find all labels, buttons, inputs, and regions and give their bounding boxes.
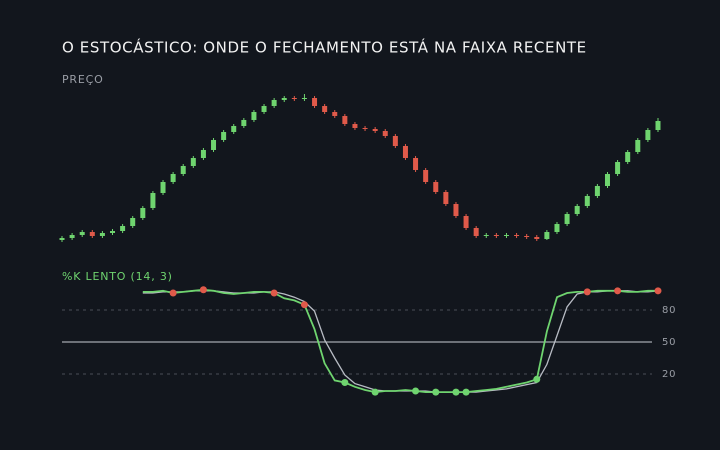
candle-body [372, 129, 378, 131]
candle-body [635, 140, 641, 152]
candle-body [99, 233, 105, 236]
candle-body [221, 132, 227, 140]
series-line [142, 288, 658, 394]
candle-body [604, 174, 610, 186]
candle-body [625, 152, 631, 162]
y-tick-label: 50 [662, 337, 676, 348]
candle-body [503, 235, 509, 236]
candle-body [615, 162, 621, 174]
candle-body [89, 232, 95, 236]
candle-body [150, 193, 156, 208]
candle-body [170, 174, 176, 182]
candle-body [645, 130, 651, 140]
candle-body [120, 226, 126, 231]
candle-body [322, 106, 328, 112]
candle-body [180, 166, 186, 174]
candle-body [443, 192, 449, 204]
legend-label: %K LENTO (14, 3) [62, 270, 173, 283]
candle-body [514, 235, 520, 236]
candle-body [453, 204, 459, 216]
candle-body [483, 235, 489, 236]
candle-body [413, 158, 419, 170]
candle-body [544, 232, 550, 239]
candle-body [382, 131, 388, 136]
candle-body [312, 98, 318, 106]
marker [169, 289, 177, 297]
candle-body [130, 218, 136, 226]
panel-label: PREÇO [62, 73, 104, 86]
candle-body [190, 158, 196, 166]
candle-body [140, 208, 146, 218]
candle-body [301, 98, 307, 99]
candle-body [463, 216, 469, 228]
candle-body [594, 186, 600, 196]
marker [462, 388, 470, 396]
marker [583, 288, 591, 296]
candle-body [110, 231, 116, 233]
candle-body [534, 237, 540, 239]
candle-body [402, 146, 408, 158]
candle-body [342, 116, 348, 124]
candle-body [160, 182, 166, 193]
candle-body [69, 235, 75, 238]
marker [614, 287, 622, 295]
candle-body [473, 228, 479, 236]
candle-body [392, 136, 398, 146]
candle-body [261, 106, 267, 112]
candle-body [59, 238, 65, 240]
y-tick-label: 80 [662, 305, 676, 316]
candle-body [433, 182, 439, 192]
candle-body [291, 98, 297, 99]
candle-body [493, 235, 499, 236]
marker [432, 388, 440, 396]
candle-body [211, 140, 217, 150]
marker [270, 289, 278, 297]
candle-body [352, 124, 358, 128]
candle-body [241, 120, 247, 126]
candle-body [362, 128, 368, 129]
candle-body [554, 224, 560, 232]
candle-body [200, 150, 206, 158]
candle-body [584, 196, 590, 206]
marker [412, 387, 420, 395]
candle-body [231, 126, 237, 132]
candle-body [281, 98, 287, 100]
candle-body [271, 100, 277, 106]
candle-body [251, 112, 257, 120]
marker [341, 379, 349, 387]
candle-body [524, 236, 530, 237]
marker [371, 388, 379, 396]
candle-body [655, 121, 661, 130]
chart-title: O ESTOCÁSTICO: ONDE O FECHAMENTO ESTÁ NA… [62, 38, 587, 57]
marker [533, 375, 541, 383]
candle-body [574, 206, 580, 214]
candle-body [423, 170, 429, 182]
marker [654, 287, 662, 295]
candle-body [332, 112, 338, 116]
marker [300, 301, 308, 309]
marker [199, 286, 207, 294]
candle-body [564, 214, 570, 224]
marker [452, 388, 460, 396]
y-tick-label: 20 [662, 369, 676, 380]
candle-body [79, 232, 85, 235]
